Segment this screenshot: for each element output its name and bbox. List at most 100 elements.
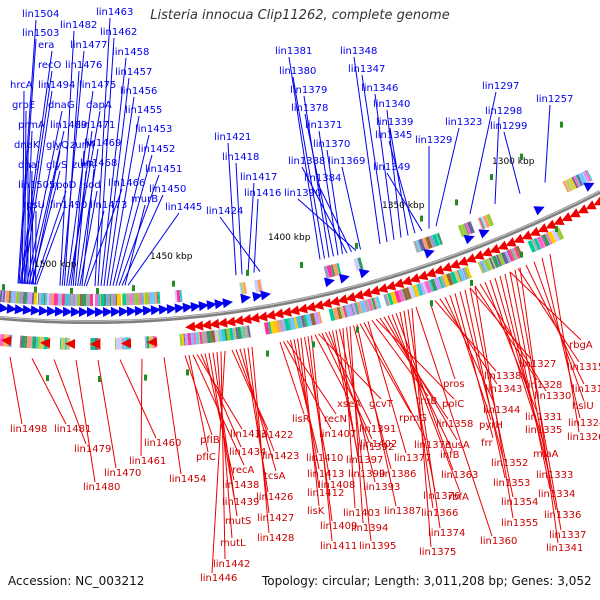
- forward-gene-label: lin1378: [291, 103, 328, 114]
- forward-leader-line: [318, 130, 339, 256]
- forward-gene-arrow: [30, 305, 41, 316]
- forward-gene-block: [241, 282, 244, 295]
- reverse-leader-line: [290, 339, 319, 454]
- forward-gene-block: [44, 293, 48, 306]
- reverse-gene-block: [490, 256, 497, 269]
- forward-gene-block: [128, 293, 131, 306]
- reverse-gene-label: frr: [481, 438, 493, 449]
- forward-leader-line: [127, 212, 180, 286]
- forward-leader-line: [235, 162, 243, 275]
- reverse-gene-block: [201, 331, 207, 344]
- reverse-gene-arrow: [90, 339, 101, 350]
- forward-gene-block: [413, 240, 420, 253]
- reverse-gene-label: recA: [232, 465, 255, 476]
- forward-gene-label: lin1445: [165, 202, 202, 213]
- reverse-gene-arrow: [441, 262, 453, 272]
- forward-gene-block: [125, 293, 130, 306]
- reverse-leader-line: [328, 331, 370, 443]
- tick-marker: [186, 369, 189, 376]
- forward-gene-label: recO: [38, 60, 62, 71]
- reverse-gene-block: [205, 331, 208, 344]
- forward-gene-label: lin1463: [96, 7, 133, 18]
- reverse-gene-arrow: [545, 219, 557, 229]
- forward-leader-line: [21, 90, 25, 284]
- forward-gene-arrow: [142, 305, 153, 316]
- reverse-gene-label: miaA: [533, 449, 559, 460]
- forward-gene-block: [323, 265, 330, 279]
- reverse-leader-line: [541, 257, 581, 419]
- reverse-gene-arrow: [489, 243, 501, 254]
- reverse-gene-arrow: [425, 267, 437, 278]
- reverse-gene-block: [442, 274, 450, 287]
- tick-marker: [34, 286, 37, 293]
- reverse-gene-block: [434, 277, 442, 290]
- reverse-gene-arrow: [593, 196, 600, 206]
- reverse-leader-line: [119, 359, 157, 439]
- reverse-gene-label: tcsA: [264, 471, 286, 482]
- reverse-leader-line: [469, 287, 532, 360]
- forward-gene-arrow: [478, 229, 490, 239]
- forward-leader-line: [301, 166, 348, 254]
- reverse-gene-block: [242, 326, 245, 339]
- forward-gene-label: murB: [131, 194, 158, 205]
- forward-gene-arrow: [174, 303, 185, 314]
- forward-gene-label: lin1346: [361, 83, 398, 94]
- reverse-gene-label: truB: [416, 396, 437, 407]
- forward-gene-label: lin1390: [284, 188, 321, 199]
- forward-gene-label: lin1369: [328, 156, 365, 167]
- reverse-gene-block: [247, 325, 251, 338]
- forward-gene-label: lin1371: [305, 120, 342, 131]
- tick-marker: [70, 287, 73, 294]
- reverse-gene-block: [527, 240, 537, 253]
- reverse-gene-block: [179, 333, 183, 346]
- reverse-gene-block: [114, 337, 117, 350]
- reverse-gene-label: lin1352: [491, 458, 528, 469]
- forward-gene-label: lin1505: [18, 180, 55, 191]
- reverse-gene-label: lin1426: [256, 492, 293, 503]
- reverse-leader-line: [247, 347, 270, 514]
- forward-gene-label: lin1451: [145, 164, 182, 175]
- reverse-gene-block: [385, 293, 390, 306]
- forward-gene-block: [103, 293, 107, 306]
- forward-gene-arrow: [6, 303, 17, 314]
- reverse-gene-block: [237, 326, 242, 340]
- reverse-leader-line: [403, 310, 434, 509]
- reverse-gene-block: [280, 319, 285, 332]
- reverse-gene-block: [287, 318, 292, 331]
- reverse-leader-line: [279, 341, 305, 415]
- reverse-gene-block: [545, 232, 553, 245]
- reverse-gene-label: lin1331: [525, 412, 562, 423]
- reverse-gene-arrow: [217, 317, 228, 328]
- forward-leader-line: [106, 96, 135, 286]
- forward-gene-block: [46, 293, 49, 306]
- reverse-leader-line: [474, 285, 538, 381]
- forward-gene-block: [21, 291, 24, 304]
- reverse-gene-block: [240, 326, 243, 339]
- reverse-gene-block: [424, 280, 432, 294]
- forward-leader-line: [389, 127, 409, 236]
- forward-gene-block: [115, 293, 118, 306]
- reverse-gene-label: lin1498: [10, 424, 47, 435]
- reverse-gene-block: [217, 329, 220, 342]
- reverse-gene-arrow: [585, 200, 597, 210]
- reverse-gene-block: [513, 247, 521, 259]
- forward-gene-label: lin1475: [79, 80, 116, 91]
- genome-backbone: [0, 190, 600, 324]
- reverse-gene-block: [355, 302, 360, 315]
- reverse-gene-arrow: [409, 273, 421, 283]
- forward-gene-block: [578, 172, 588, 185]
- reverse-gene-label: lin1438: [222, 480, 259, 491]
- forward-gene-block: [94, 294, 99, 307]
- forward-gene-block: [60, 293, 63, 306]
- forward-gene-block: [142, 292, 145, 305]
- reverse-leader-line: [297, 338, 320, 489]
- reverse-gene-block: [350, 303, 355, 316]
- forward-gene-label: lin1345: [375, 130, 412, 141]
- forward-leader-line: [544, 104, 551, 183]
- reverse-gene-block: [234, 327, 237, 340]
- reverse-gene-block: [374, 297, 379, 309]
- reverse-leader-line: [383, 316, 458, 441]
- reverse-gene-block: [263, 322, 270, 335]
- forward-gene-block: [562, 180, 570, 193]
- forward-leader-line: [503, 131, 521, 194]
